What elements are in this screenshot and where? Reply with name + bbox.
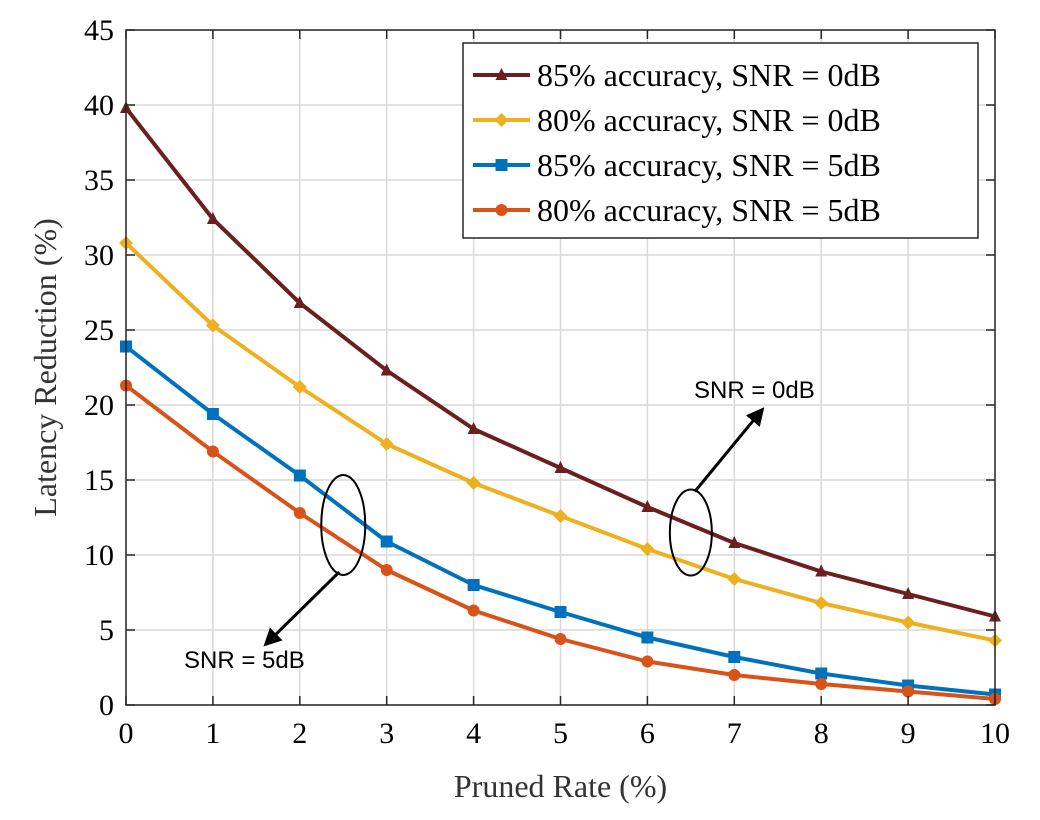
x-axis-label: Pruned Rate (%) (454, 768, 667, 804)
y-tick-label: 45 (84, 14, 114, 47)
legend-marker (494, 113, 509, 127)
legend-box (462, 42, 979, 239)
legend-marker (495, 204, 508, 216)
x-tick-label: 6 (640, 717, 655, 750)
data-point (728, 669, 741, 681)
data-point (727, 572, 742, 586)
data-point (728, 651, 741, 663)
legend-label: 80% accuracy, SNR = 0dB (537, 102, 881, 138)
data-point (641, 500, 654, 512)
data-point (380, 535, 393, 548)
series-2 (119, 236, 1002, 648)
data-point (728, 536, 741, 548)
legend-label: 85% accuracy, SNR = 5dB (537, 147, 881, 183)
x-tick-label: 0 (119, 717, 134, 750)
x-tick-label: 9 (901, 717, 916, 750)
annotation-label: SNR = 0dB (694, 377, 815, 404)
data-point (554, 461, 567, 473)
data-point (640, 542, 655, 556)
data-point (380, 564, 393, 576)
data-point (379, 437, 394, 451)
data-point (815, 564, 828, 577)
x-tick-label: 2 (292, 717, 307, 750)
data-point (466, 476, 481, 490)
x-tick-label: 8 (814, 717, 829, 750)
data-point (554, 606, 567, 618)
data-point (293, 507, 306, 519)
data-point (641, 655, 654, 668)
data-point (815, 667, 828, 680)
data-point (206, 408, 219, 420)
legend-label: 85% accuracy, SNR = 0dB (537, 57, 881, 93)
data-point (815, 678, 828, 690)
data-point (380, 363, 393, 376)
x-tick-label: 7 (727, 717, 742, 750)
series-4 (120, 379, 1001, 705)
data-point (292, 380, 307, 394)
legend-item: 80% accuracy, SNR = 5dB (473, 192, 881, 228)
legend-marker (495, 68, 508, 80)
data-point (293, 469, 306, 482)
data-point (293, 296, 306, 308)
legend-item: 85% accuracy, SNR = 5dB (473, 147, 881, 183)
series-1 (120, 101, 1001, 622)
data-point (206, 212, 219, 224)
legend-marker (495, 159, 508, 171)
data-point (553, 509, 568, 523)
data-point (902, 685, 915, 698)
data-point (467, 422, 480, 434)
x-tick-label: 5 (553, 717, 568, 750)
annotation-arrow (693, 407, 765, 493)
data-point (206, 445, 219, 458)
data-point (467, 579, 480, 591)
series-layer (119, 101, 1002, 705)
y-tick-label: 35 (84, 164, 114, 197)
legend-label: 80% accuracy, SNR = 5dB (537, 192, 881, 228)
data-point (814, 596, 829, 610)
y-tick-label: 0 (99, 689, 114, 722)
x-tick-label: 10 (980, 717, 1010, 750)
data-point (641, 631, 654, 644)
legend: 85% accuracy, SNR = 0dB 80% accuracy, SNR… (462, 42, 979, 239)
data-point (554, 633, 567, 645)
y-tick-label: 15 (84, 464, 114, 497)
data-point (467, 604, 480, 617)
x-tick-label: 1 (205, 717, 220, 750)
y-tick-label: 10 (84, 539, 114, 572)
y-tick-label: 40 (84, 89, 114, 122)
x-tick-label: 4 (466, 717, 481, 750)
y-tick-label: 25 (84, 314, 114, 347)
legend-item: 85% accuracy, SNR = 0dB (473, 57, 881, 93)
annotation-ellipse (320, 474, 367, 576)
y-axis-label: Latency Reduction (%) (27, 218, 63, 517)
data-point (205, 318, 220, 333)
y-tick-label: 20 (84, 389, 114, 422)
annotation-arrow (263, 570, 341, 647)
annotation-label: SNR = 5dB (184, 647, 305, 674)
legend-item: 80% accuracy, SNR = 0dB (473, 102, 881, 138)
annotation-ellipse (668, 488, 713, 577)
annotations: SNR = 0dB SNR = 5dB (184, 377, 815, 674)
data-point (902, 587, 915, 599)
y-tick-label: 30 (84, 239, 114, 272)
x-tick-label: 3 (379, 717, 394, 750)
y-tick-label: 5 (99, 614, 114, 647)
data-point (901, 615, 916, 630)
